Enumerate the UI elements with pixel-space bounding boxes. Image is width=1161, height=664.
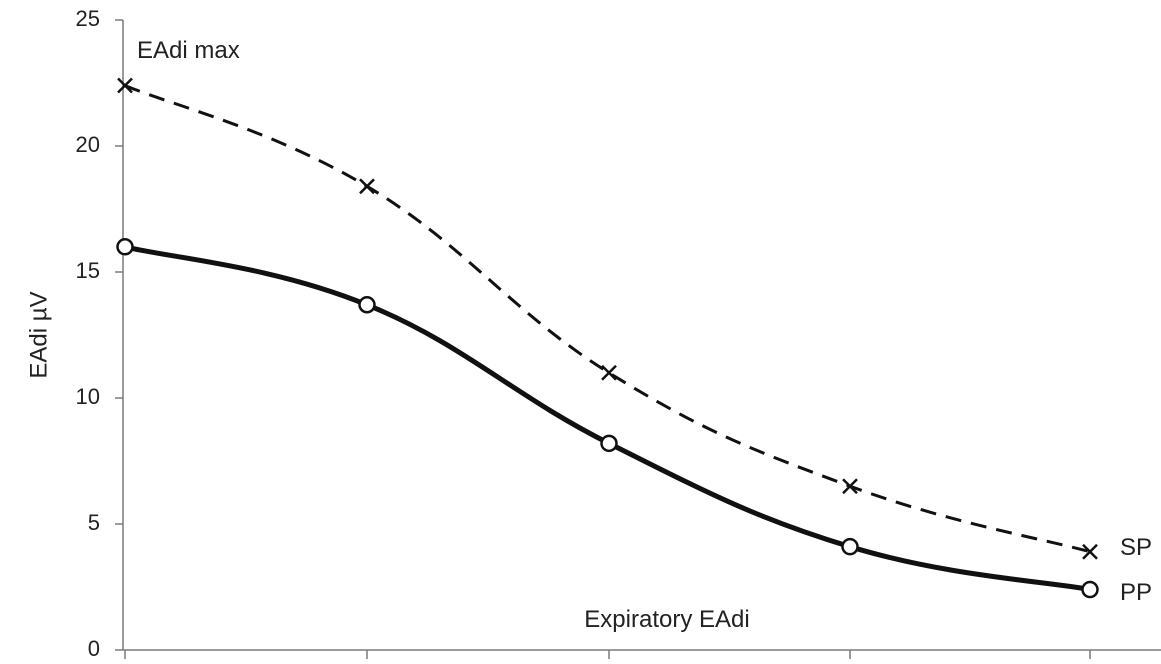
series-label-pp: PP [1120,579,1152,606]
series-pp [116,238,1099,599]
point-sp [842,478,858,495]
y-tick-label: 25 [76,6,100,31]
series-sp [117,77,1098,560]
y-axis-title: EAdi µV [25,291,52,378]
y-tick-label: 20 [76,132,100,157]
point-sp [359,178,375,195]
annotation-expiratory-eadi: Expiratory EAdi [584,606,749,633]
point-sp [117,77,133,94]
series-line-sp [124,84,1091,554]
y-tick-label: 5 [88,510,100,535]
series-line-pp [124,244,1091,592]
y-tick-label: 10 [76,384,100,409]
point-pp [600,434,618,453]
x-ticks [124,650,1091,659]
point-pp [1081,580,1099,599]
point-sp [601,364,617,381]
y-tick-label: 15 [76,258,100,283]
point-pp [358,296,376,314]
y-ticks: 0 5 10 15 20 25 [76,6,123,661]
point-sp [1082,543,1098,560]
point-pp [841,537,859,556]
y-axis: 0 5 10 15 20 25 [76,6,124,661]
series-layer [116,77,1099,599]
annotation-eadi-max: EAdi max [137,37,240,64]
y-tick-label: 0 [88,636,100,661]
point-pp [116,238,134,256]
x-axis [123,649,1161,659]
series-label-sp: SP [1120,534,1152,561]
